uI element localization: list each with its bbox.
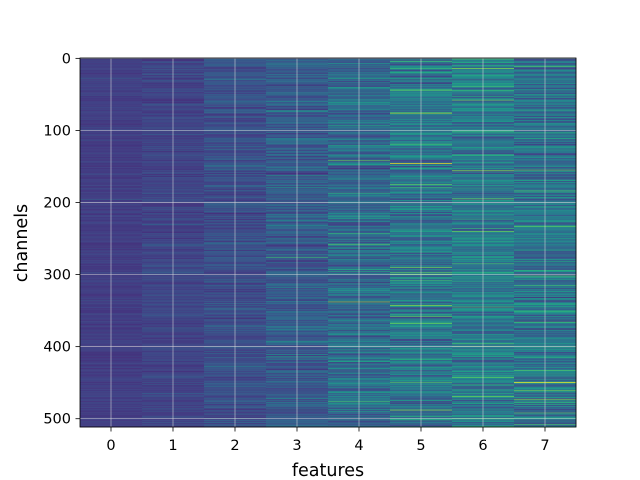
x-tick-label: 0 [106,438,115,454]
y-tick-label: 500 [43,412,71,428]
x-tick-label: 5 [416,438,425,454]
x-axis-ticks: 0 1 2 3 4 5 6 7 [106,427,550,454]
x-tick-label: 2 [230,438,239,454]
x-tick-label: 4 [354,438,363,454]
plot-frame [79,57,577,428]
x-tick-label: 3 [292,438,301,454]
y-tick-label: 300 [43,268,71,284]
y-axis-ticks: 0 100 200 300 400 500 [43,51,80,428]
x-tick-label: 6 [478,438,487,454]
y-tick-label: 400 [43,340,71,356]
x-tick-label: 7 [540,438,549,454]
y-tick-label: 0 [62,51,71,67]
x-tick-label: 1 [168,438,177,454]
x-axis-label: features [292,461,364,480]
y-tick-label: 100 [43,123,71,139]
grid-lines [80,58,576,427]
heatmap-cells [80,58,577,428]
y-tick-label: 200 [43,196,71,212]
y-axis-label: channels [12,204,32,282]
